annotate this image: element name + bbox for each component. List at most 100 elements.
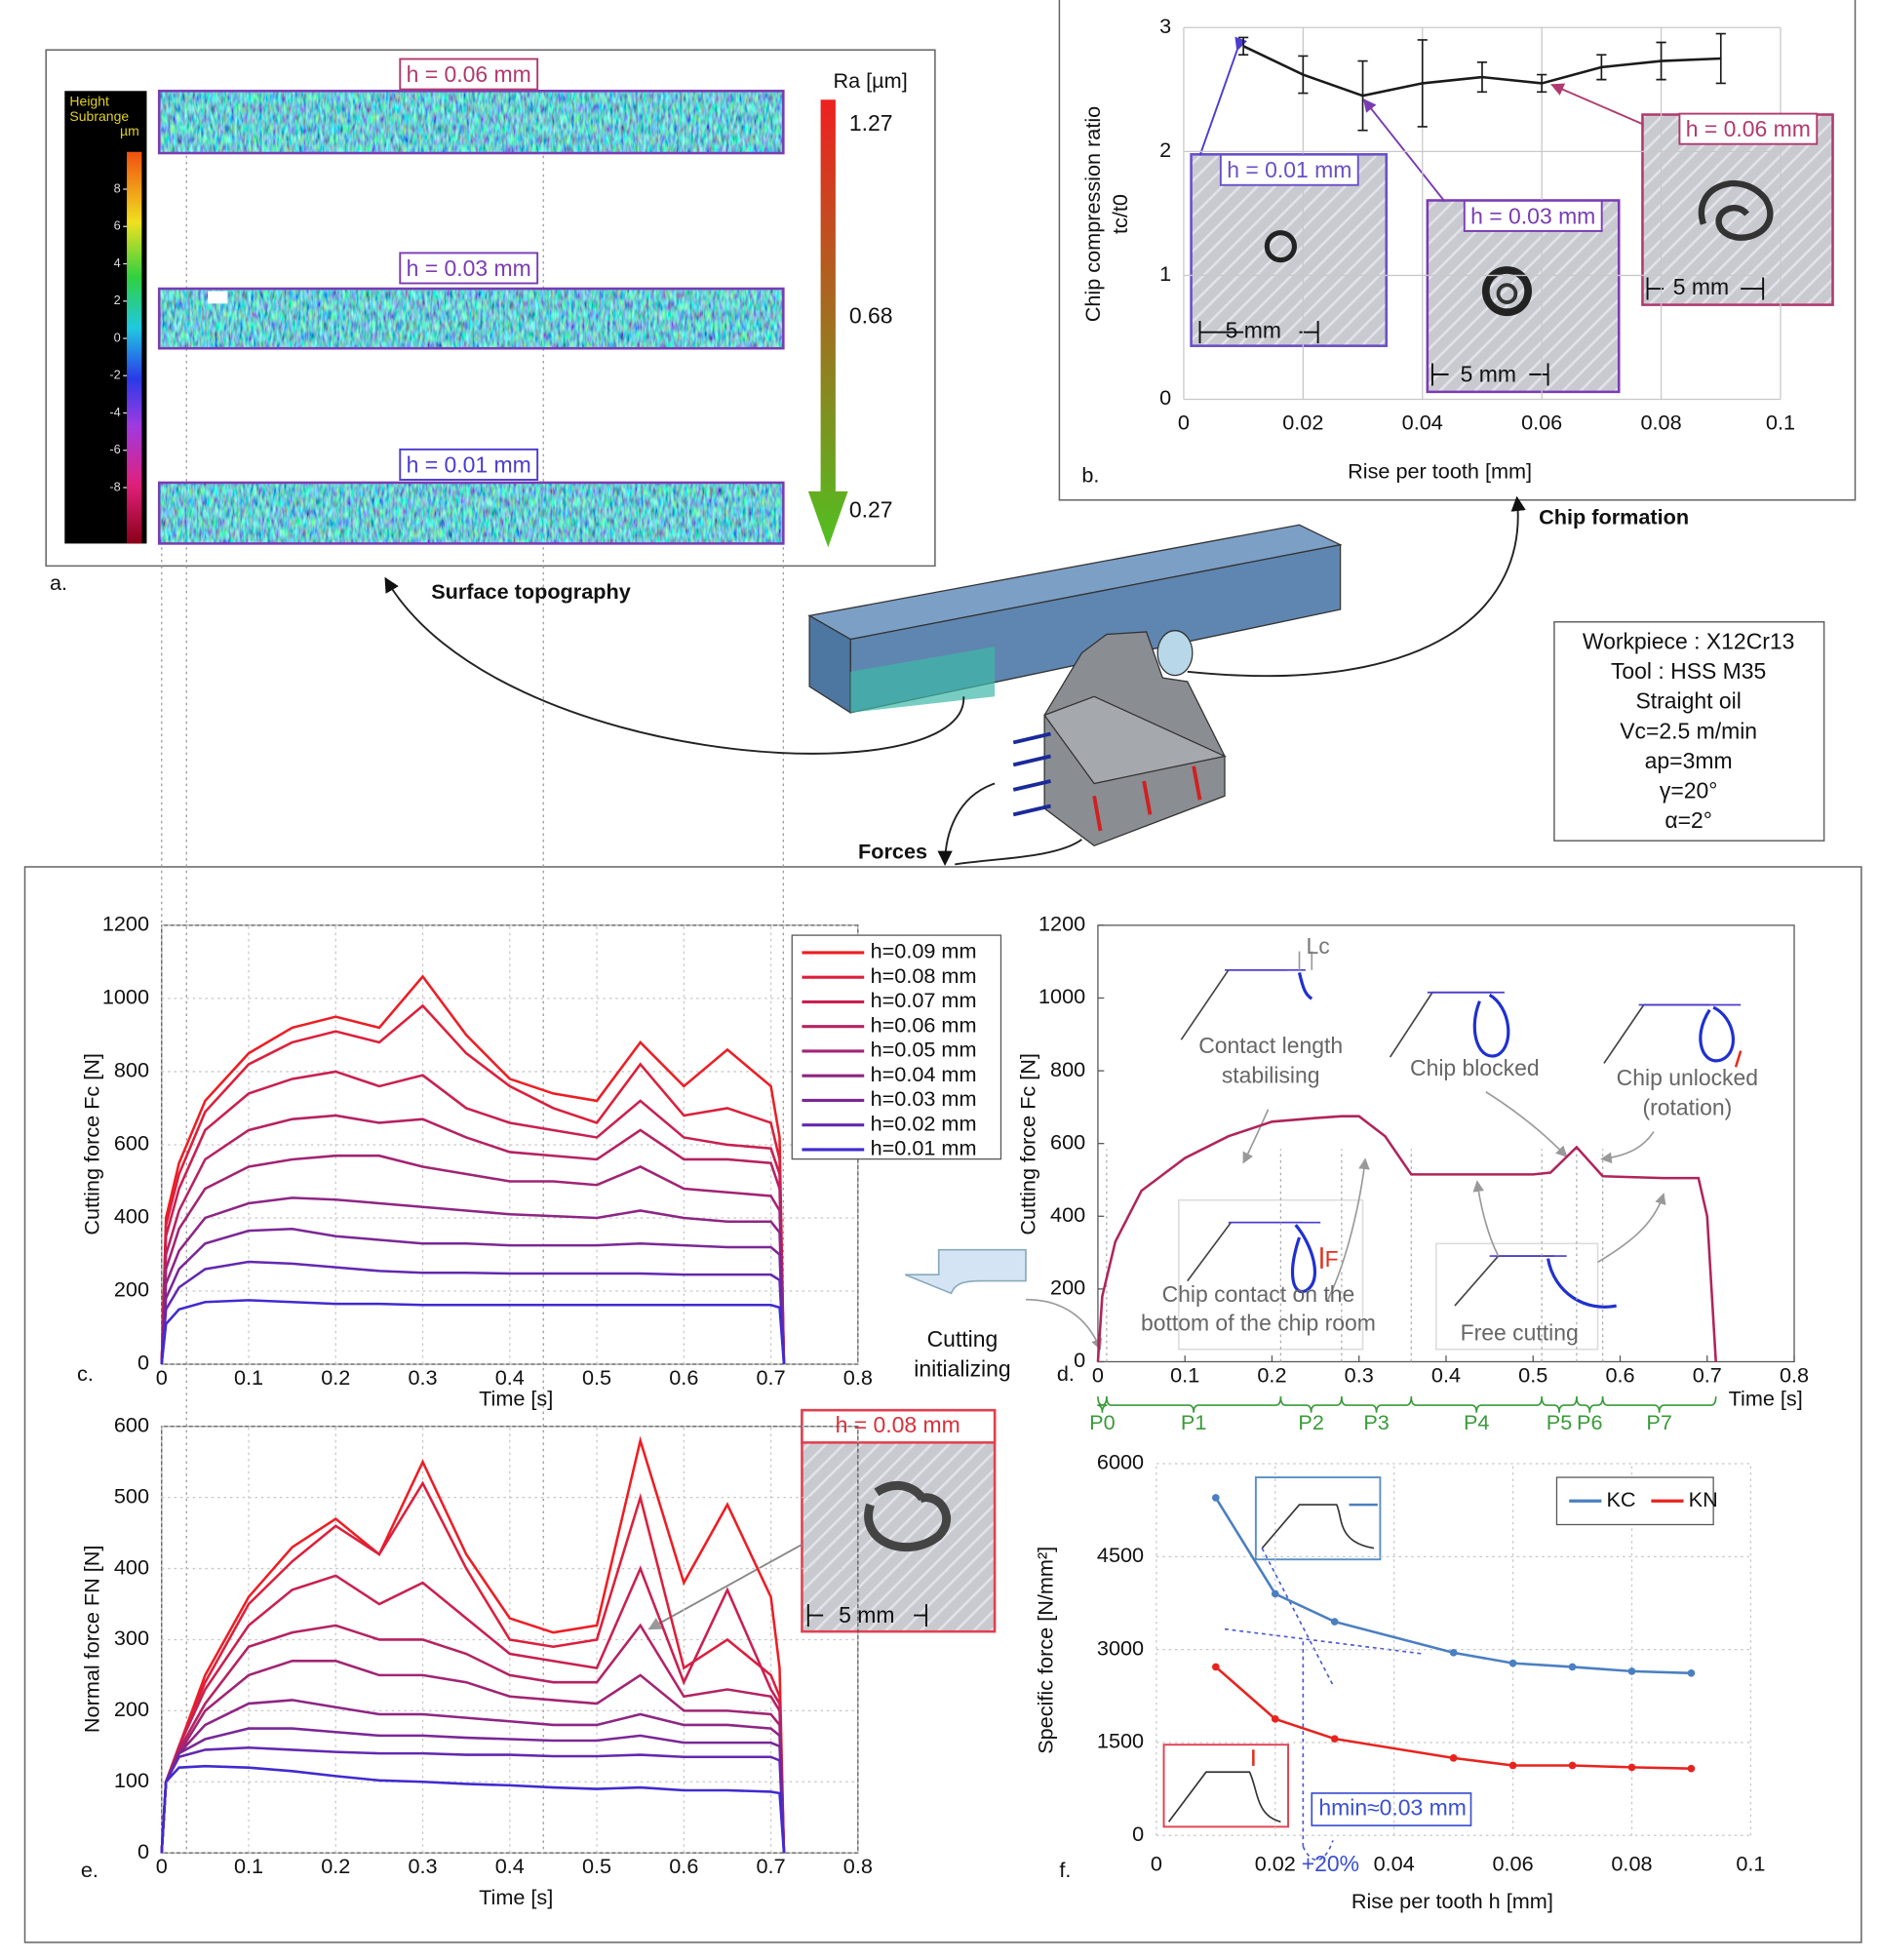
point <box>1211 1494 1220 1502</box>
series-line <box>160 1227 786 1365</box>
info-line: α=2° <box>1665 807 1712 833</box>
x-tick-label: 0.1 <box>1170 1362 1199 1387</box>
colorbar-title: Ra [µm] <box>833 68 907 93</box>
y-tick-label: 800 <box>114 1058 149 1082</box>
y-tick-label: 0 <box>1159 385 1171 410</box>
error-bar <box>1656 41 1666 81</box>
y-tick-label: 1 <box>1159 261 1171 286</box>
strip-texture <box>158 90 784 154</box>
strip-label: h = 0.03 mm <box>407 255 531 281</box>
series-line <box>160 1435 786 1854</box>
colorbar-tick-label: 8 <box>114 180 121 195</box>
y-tick-label: 0 <box>137 1839 149 1863</box>
y-tick-label: 400 <box>114 1554 149 1579</box>
ra-arrow <box>807 99 848 548</box>
point <box>1568 1761 1577 1770</box>
x-tick-label: 0.04 <box>1402 411 1443 435</box>
strip-label: h = 0.06 mm <box>407 61 531 87</box>
x-tick-label: 0.8 <box>1780 1362 1809 1387</box>
colorbar-tick-label: -8 <box>109 479 120 493</box>
annotation: +20% <box>1302 1851 1359 1876</box>
phase-label: P2 <box>1298 1410 1323 1434</box>
annotation: 5 mm <box>839 1602 894 1627</box>
x-axis-label: Rise per tooth h [mm] <box>1351 1889 1553 1913</box>
x-axis-label: Rise per tooth [mm] <box>1348 458 1532 483</box>
panel-label: d. <box>1057 1361 1075 1386</box>
y-tick-label: 6000 <box>1097 1450 1144 1474</box>
series-line <box>160 1660 786 1854</box>
colorbar-tick-label: -6 <box>109 442 120 456</box>
annotation: Chip contact on the <box>1162 1281 1355 1307</box>
x-axis-label: Time [s] <box>1729 1387 1803 1411</box>
x-tick-label: 0.7 <box>757 1365 786 1390</box>
phase-label: P6 <box>1577 1410 1602 1434</box>
annotation: bottom of the chip room <box>1141 1310 1376 1335</box>
annotation: h = 0.03 mm <box>1470 203 1595 228</box>
x-tick-label: 0.02 <box>1282 411 1323 435</box>
info-line: Straight oil <box>1635 688 1741 714</box>
x-tick-label: 0.5 <box>582 1854 611 1878</box>
label-box <box>399 58 539 91</box>
panel-label: b. <box>1081 462 1099 487</box>
strip-label: h = 0.01 mm <box>407 451 531 477</box>
legend-label: h=0.02 mm <box>871 1111 977 1135</box>
phase-label: P5 <box>1547 1410 1572 1434</box>
error-bar <box>1298 55 1309 95</box>
x-tick-label: 0.8 <box>843 1365 873 1390</box>
point <box>1449 1754 1458 1762</box>
annotation: h = 0.08 mm <box>836 1412 960 1437</box>
panel-label: a. <box>50 570 67 595</box>
x-tick-label: 0.2 <box>1257 1362 1286 1387</box>
y-axis-label: Chip compression ratio <box>1080 106 1105 322</box>
phase-brace <box>1097 1396 1108 1413</box>
y-tick-label: 3 <box>1159 14 1171 38</box>
annotation: initializing <box>914 1355 1010 1381</box>
caption: Chip formation <box>1539 505 1689 529</box>
phase-label: P7 <box>1646 1410 1671 1434</box>
error-bar <box>1417 39 1428 128</box>
x-tick-label: 0.2 <box>321 1365 350 1390</box>
point <box>1271 1589 1279 1598</box>
annotation: 5 mm <box>1226 318 1281 343</box>
phase-brace <box>1601 1396 1717 1413</box>
series-line <box>160 1154 786 1365</box>
y-tick-label: 400 <box>114 1204 149 1229</box>
error-bar <box>1357 59 1368 132</box>
info-line: Tool : HSS M35 <box>1611 658 1766 684</box>
y-axis-label: Cutting force Fc [N] <box>1016 1053 1040 1235</box>
model <box>807 524 1343 847</box>
series-line <box>1096 1115 1717 1362</box>
x-tick-label: 0.6 <box>669 1854 698 1878</box>
y-tick-label: 600 <box>114 1131 149 1156</box>
y-tick-label: 800 <box>1050 1057 1085 1081</box>
series-line <box>160 1565 786 1854</box>
legend-label: h=0.03 mm <box>871 1086 977 1111</box>
strip-texture <box>159 289 784 349</box>
x-tick-label: 0.08 <box>1611 1852 1652 1876</box>
point <box>1508 1659 1517 1667</box>
point <box>1449 1649 1458 1657</box>
annotation: hmin≈0.03 mm <box>1318 1795 1467 1821</box>
y-tick-label: 0 <box>137 1351 149 1375</box>
point <box>1211 1663 1220 1671</box>
series-line <box>160 1764 786 1854</box>
colorbar-tick-label: 1.27 <box>849 110 893 136</box>
phase-brace <box>1341 1396 1413 1413</box>
label-box <box>399 448 539 481</box>
series-line <box>160 1727 786 1854</box>
y-tick-label: 600 <box>1050 1129 1085 1154</box>
annotation: 5 mm <box>1673 274 1729 299</box>
legend-label: h=0.05 mm <box>871 1038 977 1062</box>
error-bar <box>1476 61 1488 94</box>
panel-frame <box>23 866 1862 1943</box>
x-tick-label: 0.3 <box>1345 1362 1374 1387</box>
panel-label: f. <box>1059 1858 1071 1882</box>
panel-frame <box>45 49 936 568</box>
strip-texture <box>159 482 784 544</box>
y-tick-label: 1000 <box>1038 984 1085 1008</box>
annotation: (rotation) <box>1642 1095 1732 1120</box>
colorbar-tick-label: -4 <box>109 405 120 419</box>
label-box <box>399 252 539 285</box>
x-axis-label: Time [s] <box>479 1387 553 1411</box>
annotation: h = 0.06 mm <box>1686 116 1811 141</box>
